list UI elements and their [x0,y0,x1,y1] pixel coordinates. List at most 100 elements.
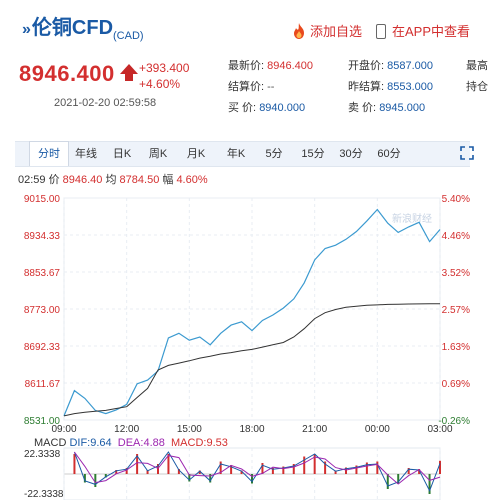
tab-weekly-k[interactable]: 周K [148,148,168,160]
info-time: 02:59 [18,174,46,186]
x-tick-label: 15:00 [177,424,202,435]
macd-ymin: -22.3338 [24,489,64,500]
dif-label: DIF: [69,437,91,449]
buy-value: 8940.000 [259,102,306,114]
latest-price-row: 最新价: 8946.400 [228,57,313,73]
x-tick-label: 21:00 [302,424,327,435]
dif-value: 9.64 [90,437,112,449]
macd-title: MACD [34,437,67,449]
y-tick-label-right: 4.46% [442,231,470,242]
period-tabs: 分时 年线 日K 周K 月K 年K 5分 15分 30分 60分 [15,141,474,167]
title-text: 伦铜CFD [31,17,114,39]
macd-legend: MACD DIF:9.64 DEA:4.88 MACD:9.53 [34,437,228,449]
macd-panel [63,447,441,500]
chart-grid [63,197,441,421]
open-label: 开盘价: [348,60,385,72]
sell-value: 8945.000 [379,102,426,114]
tab-daily-k[interactable]: 日K [112,148,132,160]
dea-label: DEA: [117,437,144,449]
open-price-row: 开盘价: 8587.000 [348,57,433,73]
tab-yearly-k[interactable]: 年K [226,148,246,160]
x-tick-label: 12:00 [114,424,139,435]
y-tick-label-right: 5.40% [442,194,470,205]
latest-value: 8946.400 [267,60,314,72]
tab-60min[interactable]: 60分 [377,148,401,160]
view-in-app-button[interactable]: 在APP中查看 [376,21,470,40]
y-tick-label-left: 8934.33 [24,231,61,242]
x-tick-label: 09:00 [51,424,76,435]
title-prefix: » [22,21,31,38]
y-tick-label-right: -0.26% [438,416,470,427]
tab-monthly-k[interactable]: 月K [186,148,206,160]
y-tick-label-right: 0.69% [442,379,470,390]
open-value: 8587.000 [387,60,434,72]
header: »伦铜CFD(CAD) 添加自选 在APP中查看 [0,0,488,44]
title-sub: (CAD) [113,30,144,42]
macd-ymax: 22.3338 [24,449,61,460]
y-tick-label-left: 8611.67 [25,379,61,390]
watermark: 新浪财经 [392,212,432,225]
flame-icon [294,23,304,39]
average-line [63,303,441,417]
y-tick-label-right: 2.57% [442,305,470,316]
buy-label: 买 价: [228,102,257,114]
change-percent: +4.60% [139,77,181,91]
y-axis-right: 5.40% 4.46% 3.52% 2.57% 1.63% 0.69% -0.26% [438,194,470,427]
y-axis-left: 9015.00 8934.33 8853.67 8773.00 8692.33 8611.… [24,194,61,427]
sell-label: 卖 价: [348,102,377,114]
info-price: 8946.40 [62,174,103,186]
price-change: +393.400 +4.60% [139,60,189,92]
intraday-chart[interactable]: 9015.00 8934.33 8853.67 8773.00 8692.33 8611.… [0,190,488,500]
y-tick-label-left: 8853.67 [24,268,61,279]
tab-30min[interactable]: 30分 [339,148,363,160]
dif-line [73,451,441,493]
y-tick-label-right: 3.52% [442,268,470,279]
macd-label: MACD: [171,437,207,449]
dea-value: 4.88 [143,437,165,449]
info-amp: 4.60% [176,174,208,186]
info-avg-label: 均 [105,174,117,186]
page-title: »伦铜CFD(CAD) [22,11,144,42]
phone-icon [376,24,386,39]
view-in-app-label: 在APP中查看 [392,24,471,39]
add-favorite-label: 添加自选 [310,24,363,39]
prev-settle-row: 昨结算: 8553.000 [348,78,433,94]
quote-datetime: 2021-02-20 02:59:58 [54,97,157,109]
change-value: +393.400 [139,61,190,75]
x-tick-label: 03:00 [427,424,452,435]
sell-price-row: 卖 价: 8945.000 [348,99,425,115]
info-price-label: 价 [48,174,60,186]
x-axis: 09:00 12:00 15:00 18:00 21:00 00:00 03:00 [51,424,452,435]
tab-15min[interactable]: 15分 [301,148,325,160]
quote-panel: 8946.400 +393.400 +4.60% 2021-02-20 02:5… [0,50,488,130]
high-label: 最高 [466,60,488,72]
add-favorite-button[interactable]: 添加自选 [292,21,362,40]
y-tick-label-left: 9015.00 [24,194,61,205]
price-line [63,208,441,417]
latest-label: 最新价: [228,60,265,72]
macd-value: 9.53 [206,437,228,449]
prev-settle-label: 昨结算: [348,81,385,93]
tab-intraday[interactable]: 分时 [29,141,69,166]
y-tick-label-left: 8692.33 [24,342,61,353]
buy-price-row: 买 价: 8940.000 [228,99,305,115]
y-tick-label-left: 8531.00 [24,416,61,427]
y-tick-label-left: 8773.00 [24,305,61,316]
info-avg: 8784.50 [119,174,160,186]
settle-price-row: 结算价: -- [228,78,274,94]
dea-line [73,451,441,485]
settle-value: -- [267,81,275,93]
y-tick-label-right: 1.63% [442,342,470,353]
x-tick-label: 18:00 [239,424,264,435]
up-arrow-icon [120,64,138,81]
fullscreen-icon[interactable] [460,146,474,160]
chart-info-bar: 02:59 价 8946.40 均 8784.50 幅 4.60% [18,171,208,187]
prev-settle-value: 8553.000 [387,81,434,93]
tab-5min[interactable]: 5分 [265,148,283,160]
settle-label: 结算价: [228,81,265,93]
x-tick-label: 00:00 [365,424,390,435]
tab-year-line[interactable]: 年线 [75,148,97,160]
info-amp-label: 幅 [162,174,174,186]
chart-series [63,208,441,417]
current-price: 8946.400 [19,61,115,86]
